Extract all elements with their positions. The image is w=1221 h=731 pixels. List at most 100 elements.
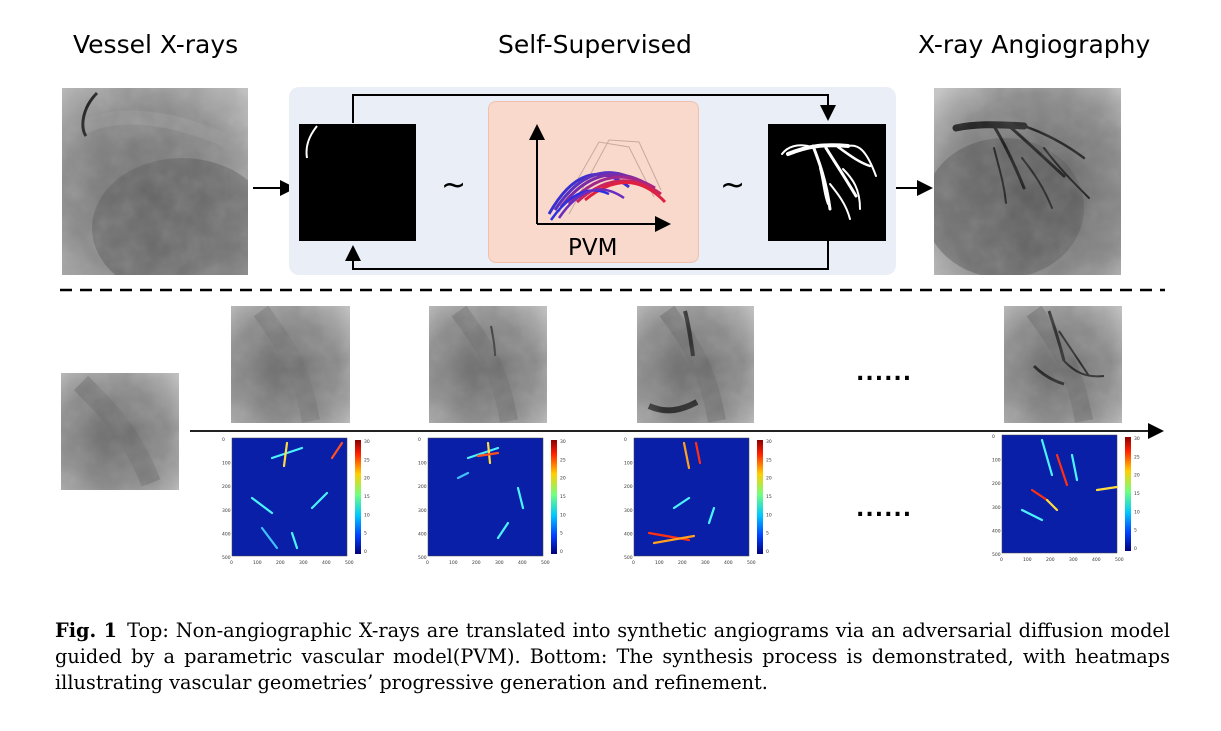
x-tick-label: 200 — [1046, 557, 1055, 563]
colorbar-tick-label: 25 — [364, 457, 370, 463]
colorbar-tick-label: 5 — [364, 531, 367, 537]
caption-text: Top: Non-angiographic X-rays are transla… — [55, 619, 1171, 694]
section-divider — [60, 288, 1165, 292]
vessel-streak — [496, 521, 510, 540]
y-tick-label: 300 — [418, 508, 427, 514]
x-tick-label: 100 — [1023, 557, 1032, 563]
y-tick-label: 100 — [418, 461, 427, 467]
colorbar-tick-label: 25 — [766, 457, 772, 463]
y-tick-label: 200 — [992, 481, 1001, 487]
colorbar-tick-label: 0 — [364, 549, 367, 555]
y-tick-label: 400 — [418, 531, 427, 537]
y-tick-label: 100 — [624, 461, 633, 467]
colorbar-tick-label: 25 — [560, 457, 566, 463]
x-tick-label: 200 — [678, 560, 687, 566]
figure-label: Fig. 1 — [55, 619, 118, 642]
colorbar-tick-label: 30 — [1134, 436, 1140, 442]
input-vessel-mask — [299, 124, 416, 241]
x-tick-label: 200 — [472, 560, 481, 566]
colorbar-tick-label: 5 — [560, 531, 563, 537]
heatmap-field — [231, 437, 348, 557]
colorbar-tick-label: 10 — [364, 512, 370, 518]
y-tick-label: 200 — [222, 484, 231, 490]
heatmap-field — [427, 437, 544, 557]
y-tick-label: 500 — [624, 555, 633, 561]
angiography-image — [934, 88, 1121, 275]
vessel-streak — [476, 451, 500, 458]
colorbar-tick-label: 20 — [364, 476, 370, 482]
arrow-to-mask — [253, 180, 296, 196]
colorbar-tick-label: 10 — [766, 512, 772, 518]
heatmap-step-2: 30 25 20 15 10 5 0 0 100 200 300 400 500 0 100 200 300 40… — [418, 436, 573, 573]
y-tick-label: 0 — [222, 437, 225, 443]
vessel-streak — [486, 441, 492, 465]
synthesis-step-2-image — [429, 306, 547, 423]
y-tick-label: 200 — [624, 484, 633, 490]
x-tick-label: 400 — [724, 560, 733, 566]
y-tick-label: 0 — [624, 437, 627, 443]
colorbar-tick-label: 15 — [1134, 491, 1140, 497]
ellipsis-bottom: ...... — [856, 497, 913, 522]
x-tick-label: 500 — [345, 560, 354, 566]
vessel-streak — [1040, 438, 1054, 477]
ellipsis-top: ...... — [856, 361, 913, 386]
vessel-streak — [330, 441, 344, 460]
y-tick-label: 0 — [418, 437, 421, 443]
y-tick-label: 0 — [992, 434, 995, 440]
colorbar-tick-label: 30 — [364, 439, 370, 445]
y-tick-label: 200 — [418, 484, 427, 490]
x-tick-label: 500 — [541, 560, 550, 566]
colorbar-tick-label: 20 — [560, 476, 566, 482]
heatmap-step-1: 30 25 20 15 10 5 0 0 100 200 300 400 500 0 100 200 300 40… — [222, 436, 377, 573]
vessel-streak — [456, 471, 470, 480]
colorbar-tick-label: 5 — [766, 531, 769, 537]
source-xray-image — [61, 373, 179, 490]
vessel-streak — [672, 496, 691, 510]
colorbar-tick-label: 0 — [766, 549, 769, 555]
heatmap-field — [1001, 434, 1118, 554]
heatmap-final: 30 25 20 15 10 5 0 0 100 200 300 400 500 0 100 200 300 40… — [992, 433, 1147, 570]
heatmap-colorbar — [551, 440, 557, 554]
vessel-streak — [707, 506, 716, 525]
x-tick-label: 100 — [655, 560, 664, 566]
vessel-streak — [1055, 453, 1069, 487]
vessel-streak — [682, 441, 691, 470]
heatmap-step-3: 30 25 20 15 10 5 0 0 100 200 300 400 500 0 100 200 300 40… — [624, 436, 779, 573]
approx-symbol-right: ~ — [720, 168, 746, 203]
synthesis-step-3-image — [637, 306, 754, 423]
colorbar-tick-label: 5 — [1134, 528, 1137, 534]
vessel-streak — [1070, 453, 1079, 482]
vessel-streak — [1095, 485, 1119, 492]
x-tick-label: 400 — [322, 560, 331, 566]
y-tick-label: 300 — [624, 508, 633, 514]
colorbar-tick-label: 20 — [1134, 473, 1140, 479]
pvm-label: PVM — [568, 235, 618, 261]
heatmap-field — [633, 437, 750, 557]
heatmap-colorbar — [355, 440, 361, 554]
x-tick-label: 300 — [701, 560, 710, 566]
vessel-streak — [250, 496, 274, 515]
heatmap-colorbar — [1125, 437, 1131, 551]
y-tick-label: 100 — [992, 458, 1001, 464]
vessel-streak — [1030, 488, 1049, 502]
arrow-to-angiography — [896, 180, 933, 196]
synthesis-timeline-arrow — [190, 423, 1164, 439]
x-tick-label: 200 — [276, 560, 285, 566]
y-tick-label: 500 — [222, 555, 231, 561]
x-tick-label: 500 — [1115, 557, 1124, 563]
vessel-streak — [290, 531, 299, 550]
colorbar-tick-label: 20 — [766, 476, 772, 482]
vessel-streak — [1020, 508, 1044, 522]
y-tick-label: 500 — [992, 552, 1001, 558]
colorbar-tick-label: 10 — [1134, 509, 1140, 515]
vessel-streak — [1045, 498, 1059, 512]
y-tick-label: 100 — [222, 461, 231, 467]
vessel-streak — [694, 441, 702, 465]
feedback-loop-arrows — [345, 94, 836, 270]
x-tick-label: 0 — [426, 560, 429, 566]
y-tick-label: 300 — [992, 505, 1001, 511]
xray-angiography-title: X-ray Angiography — [918, 30, 1151, 59]
